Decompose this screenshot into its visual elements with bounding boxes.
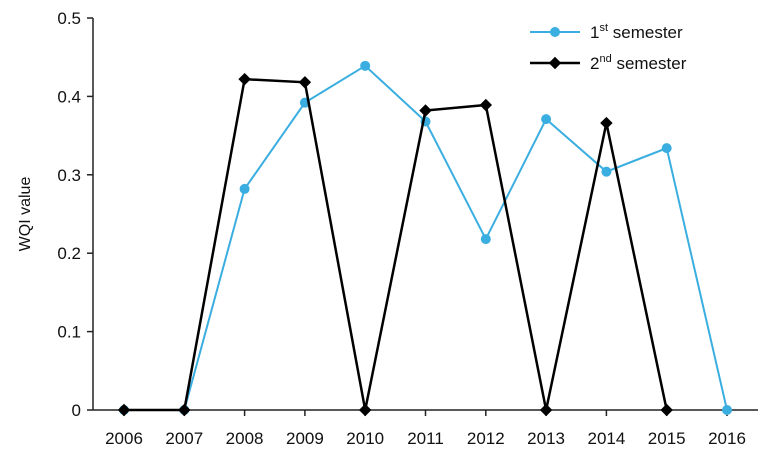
y-tick-label: 0.2 <box>57 244 81 263</box>
series-2-point <box>358 403 372 417</box>
y-axis-title: WQI value <box>17 177 34 252</box>
series-layer <box>117 60 732 417</box>
x-tick-label: 2012 <box>467 429 505 448</box>
x-tick-label: 2013 <box>527 429 565 448</box>
series-2-point <box>238 72 251 86</box>
legend: 1st semester 2nd semester <box>530 22 687 73</box>
x-tick-label: 2011 <box>407 429 444 448</box>
series-2-point <box>660 403 673 417</box>
series-1-point <box>239 183 250 194</box>
y-tick-label: 0 <box>72 401 81 420</box>
x-tick-label: 2007 <box>165 429 203 448</box>
x-tick-label: 2010 <box>346 429 384 448</box>
series-2-point <box>419 104 432 117</box>
x-ticks: 2006 2007 2008 2009 2010 2011 2012 2013 2014 2015… <box>105 410 746 448</box>
series-2-line <box>124 77 668 412</box>
series-1-point <box>722 405 732 415</box>
series-2-point <box>117 403 131 417</box>
legend-label: 2nd semester <box>590 53 687 73</box>
series-2-point <box>178 403 191 417</box>
legend-label: 1st semester <box>590 22 683 42</box>
axes <box>92 18 758 411</box>
legend-item-2: 2nd semester <box>530 53 687 73</box>
legend-swatch-marker <box>548 56 562 70</box>
y-tick-label: 0.1 <box>57 323 81 342</box>
x-tick-label: 2006 <box>105 429 143 448</box>
y-ticks: 0 0.1 0.2 0.3 0.4 0.5 <box>57 9 93 420</box>
series-2-point <box>298 76 312 89</box>
legend-item-1: 1st semester <box>530 22 683 42</box>
y-tick-label: 0.5 <box>57 9 81 28</box>
legend-swatch-marker <box>550 27 560 37</box>
series-2-point <box>600 116 613 130</box>
x-tick-label: 2009 <box>286 429 324 448</box>
series-1-point <box>360 60 371 71</box>
series-1-point <box>601 166 612 177</box>
series-2-point <box>479 98 493 112</box>
x-tick-label: 2016 <box>708 429 746 448</box>
x-tick-label: 2014 <box>587 429 625 448</box>
series-1-point <box>541 114 552 125</box>
series-1-point <box>661 143 672 154</box>
series-2-point <box>539 403 553 417</box>
x-tick-label: 2008 <box>226 429 264 448</box>
y-tick-label: 0.4 <box>57 87 81 106</box>
series-1-point <box>480 234 491 245</box>
series-2 <box>117 72 673 417</box>
x-tick-label: 2015 <box>648 429 686 448</box>
y-tick-label: 0.3 <box>57 166 81 185</box>
